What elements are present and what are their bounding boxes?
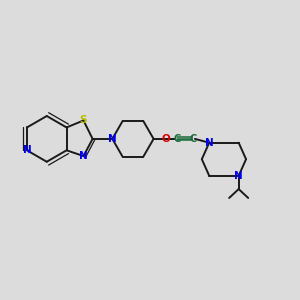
Text: O: O [161, 134, 170, 144]
Text: N: N [79, 151, 88, 161]
Text: C: C [190, 134, 197, 144]
Text: C: C [173, 134, 180, 144]
Text: N: N [205, 138, 214, 148]
Text: N: N [234, 171, 243, 181]
Text: N: N [108, 134, 117, 144]
Text: N: N [22, 145, 31, 155]
Text: S: S [80, 116, 87, 125]
